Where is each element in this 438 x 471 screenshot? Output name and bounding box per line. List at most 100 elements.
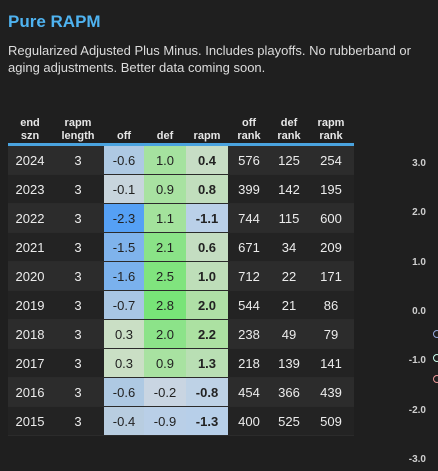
cell-off-rank: 576	[228, 144, 270, 175]
cell-off-rank: 744	[228, 203, 270, 233]
col-header-off-rank[interactable]: off rank	[228, 99, 270, 146]
cell-off: -0.7	[104, 290, 144, 320]
cell-off-rank: 238	[228, 319, 270, 349]
cell-rapm-rank: 439	[308, 377, 354, 407]
cell-rapm: 1.0	[186, 261, 228, 291]
cell-def: 0.9	[144, 174, 186, 204]
cell-off-rank: 712	[228, 261, 270, 291]
cell-rapm-length: 3	[52, 144, 104, 175]
col-header-off[interactable]: off	[104, 99, 144, 146]
table-row: 2016 3 -0.6 -0.2 -0.8 454 366 439	[8, 377, 354, 407]
cell-off-rank: 671	[228, 232, 270, 262]
cell-end-szn: 2019	[8, 290, 52, 320]
cell-def: 1.0	[144, 144, 186, 175]
cell-rapm-length: 3	[52, 377, 104, 407]
cell-off: 0.3	[104, 348, 144, 378]
cell-end-szn: 2022	[8, 203, 52, 233]
axis-tick-label: 1.0	[412, 256, 426, 268]
cell-def-rank: 21	[270, 290, 308, 320]
cell-off-rank: 454	[228, 377, 270, 407]
cell-rapm: 0.4	[186, 144, 228, 175]
cell-off-rank: 400	[228, 406, 270, 436]
cell-off: -0.1	[104, 174, 144, 204]
cell-rapm-rank: 195	[308, 174, 354, 204]
cell-def: -0.2	[144, 377, 186, 407]
cell-end-szn: 2020	[8, 261, 52, 291]
page-subtitle: Regularized Adjusted Plus Minus. Include…	[8, 43, 411, 75]
cell-rapm-rank: 171	[308, 261, 354, 291]
cell-def-rank: 115	[270, 203, 308, 233]
cell-def-rank: 34	[270, 232, 308, 262]
cell-off: 0.3	[104, 319, 144, 349]
cell-rapm-rank: 254	[308, 144, 354, 175]
cell-def-rank: 139	[270, 348, 308, 378]
cell-end-szn: 2016	[8, 377, 52, 407]
col-header-def[interactable]: def	[144, 99, 186, 146]
chart-point-marker	[433, 375, 438, 383]
table-row: 2022 3 -2.3 1.1 -1.1 744 115 600	[8, 203, 354, 233]
chart-point-marker	[433, 354, 438, 362]
table-row: 2024 3 -0.6 1.0 0.4 576 125 254	[8, 144, 354, 175]
cell-rapm: 2.0	[186, 290, 228, 320]
cell-rapm-length: 3	[52, 232, 104, 262]
cell-def: 2.1	[144, 232, 186, 262]
cell-end-szn: 2017	[8, 348, 52, 378]
cell-rapm-rank: 86	[308, 290, 354, 320]
table-header-row: end szn rapm length off def rapm off rank d…	[8, 99, 354, 146]
cell-rapm-length: 3	[52, 290, 104, 320]
rapm-table: end szn rapm length off def rapm off rank d…	[8, 99, 354, 436]
axis-tick-label: 2.0	[412, 207, 426, 219]
axis-tick-label: -3.0	[408, 453, 426, 465]
cell-off-rank: 544	[228, 290, 270, 320]
col-header-def-rank[interactable]: def rank	[270, 99, 308, 146]
cell-def: -0.9	[144, 406, 186, 436]
cell-rapm-rank: 209	[308, 232, 354, 262]
cell-def-rank: 366	[270, 377, 308, 407]
col-header-end-szn[interactable]: end szn	[8, 99, 52, 146]
cell-def-rank: 125	[270, 144, 308, 175]
col-header-rapm[interactable]: rapm	[186, 99, 228, 146]
cell-off-rank: 399	[228, 174, 270, 204]
cell-rapm-rank: 79	[308, 319, 354, 349]
cell-off: -2.3	[104, 203, 144, 233]
cell-rapm: -1.1	[186, 203, 228, 233]
cell-off: -1.5	[104, 232, 144, 262]
cell-def: 2.5	[144, 261, 186, 291]
cell-end-szn: 2024	[8, 144, 52, 175]
axis-tick-label: -2.0	[408, 404, 426, 416]
cell-end-szn: 2018	[8, 319, 52, 349]
cell-rapm-rank: 600	[308, 203, 354, 233]
col-header-rapm-rank[interactable]: rapm rank	[308, 99, 354, 146]
chart-point-marker	[433, 330, 438, 338]
cell-off-rank: 218	[228, 348, 270, 378]
table-row: 2023 3 -0.1 0.9 0.8 399 142 195	[8, 174, 354, 204]
cell-def: 0.9	[144, 348, 186, 378]
page-title: Pure RAPM	[8, 12, 101, 31]
cell-rapm-length: 3	[52, 348, 104, 378]
cell-def: 1.1	[144, 203, 186, 233]
cell-rapm: 1.3	[186, 348, 228, 378]
cell-off: -0.6	[104, 144, 144, 175]
cell-rapm: 2.2	[186, 319, 228, 349]
cell-def-rank: 525	[270, 406, 308, 436]
table-row: 2021 3 -1.5 2.1 0.6 671 34 209	[8, 232, 354, 262]
side-chart-axis: 3.0 2.0 1.0 0.0 -1.0 -2.0 -3.0	[395, 0, 438, 471]
cell-rapm-length: 3	[52, 174, 104, 204]
table-row: 2019 3 -0.7 2.8 2.0 544 21 86	[8, 290, 354, 320]
axis-tick-label: 3.0	[412, 158, 426, 169]
cell-off: -1.6	[104, 261, 144, 291]
col-header-rapm-length[interactable]: rapm length	[52, 99, 104, 146]
cell-def-rank: 22	[270, 261, 308, 291]
cell-rapm-rank: 509	[308, 406, 354, 436]
cell-rapm-rank: 141	[308, 348, 354, 378]
table-row: 2020 3 -1.6 2.5 1.0 712 22 171	[8, 261, 354, 291]
cell-rapm-length: 3	[52, 261, 104, 291]
cell-def-rank: 49	[270, 319, 308, 349]
cell-end-szn: 2015	[8, 406, 52, 436]
cell-off: -0.4	[104, 406, 144, 436]
cell-def: 2.0	[144, 319, 186, 349]
cell-rapm: 0.8	[186, 174, 228, 204]
cell-def-rank: 142	[270, 174, 308, 204]
table-row: 2017 3 0.3 0.9 1.3 218 139 141	[8, 348, 354, 378]
cell-off: -0.6	[104, 377, 144, 407]
